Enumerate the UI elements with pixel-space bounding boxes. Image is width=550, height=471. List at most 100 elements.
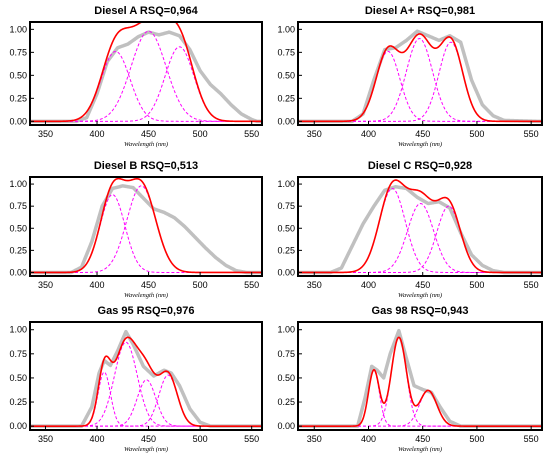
plot-frame (29, 176, 263, 277)
y-tick-label: 0.75 (9, 349, 27, 359)
x-tick-label: 550 (244, 280, 259, 290)
plot-area (30, 329, 262, 428)
plot-area (298, 179, 542, 275)
fit-curve (298, 33, 542, 123)
component-curve-2 (298, 336, 542, 427)
x-tick-label: 500 (193, 129, 208, 139)
panel-title: Diesel A RSQ=0,964 (94, 5, 198, 17)
plot-frame (29, 321, 263, 431)
y-tick-label: 0.00 (9, 116, 27, 126)
plot-frame (297, 321, 543, 431)
component-curve-1 (298, 50, 542, 122)
component-curve-3 (298, 41, 542, 122)
component-curve-3 (30, 379, 262, 427)
x-tick-label: 550 (524, 434, 539, 444)
y-tick-label: 0.75 (9, 201, 27, 211)
component-curve-3 (298, 389, 542, 427)
x-axis-title: Wavelength (nm) (398, 446, 442, 453)
x-tick-label: 550 (244, 434, 259, 444)
y-tick-label: 0.25 (277, 245, 295, 255)
x-tick-label: 350 (38, 129, 53, 139)
y-tick-label: 1.00 (9, 179, 27, 189)
x-tick-label: 350 (307, 280, 322, 290)
x-tick-label: 400 (361, 129, 376, 139)
component-curve-1 (30, 194, 262, 273)
x-tick-label: 450 (415, 129, 430, 139)
x-tick-label: 550 (244, 129, 259, 139)
x-tick-label: 500 (469, 129, 484, 139)
y-tick-label: 0.50 (9, 223, 27, 233)
plot-area (298, 328, 542, 428)
y-tick-label: 1.00 (9, 24, 27, 34)
component-curve-2 (298, 38, 542, 122)
x-tick-label: 450 (141, 280, 156, 290)
panel-6: 0.00 0.25 0.50 0.75 1.00 350 400 450 500 550 Wavel… (277, 305, 543, 453)
panel-title: Gas 98 RSQ=0,943 (372, 305, 469, 317)
component-curve-4 (30, 374, 262, 427)
x-tick-label: 400 (361, 280, 376, 290)
y-tick-label: 0.75 (277, 201, 295, 211)
component-curve-3 (30, 46, 262, 122)
panel-title: Diesel C RSQ=0,928 (368, 160, 472, 172)
plot-area (30, 177, 262, 275)
y-tick-label: 0.50 (277, 70, 295, 80)
y-tick-label: 0.75 (9, 47, 27, 57)
y-tick-label: 1.00 (277, 179, 295, 189)
y-tick-label: 1.00 (277, 24, 295, 34)
x-axis-title: Wavelength (nm) (124, 292, 168, 299)
component-curve-2 (30, 341, 262, 427)
plot-frame (297, 21, 543, 126)
x-tick-label: 400 (90, 129, 105, 139)
x-axis-title: Wavelength (nm) (124, 141, 168, 148)
y-tick-label: 0.50 (277, 373, 295, 383)
measured-curve (298, 184, 542, 275)
x-axis-title: Wavelength (nm) (398, 292, 442, 299)
y-tick-label: 1.00 (277, 325, 295, 335)
y-tick-label: 0.00 (277, 116, 295, 126)
x-tick-label: 350 (307, 434, 322, 444)
panel-4: 0.00 0.25 0.50 0.75 1.00 350 400 450 500 550 Wavel… (277, 160, 543, 299)
fit-curve (30, 177, 262, 274)
x-tick-label: 500 (193, 434, 208, 444)
x-tick-label: 550 (524, 129, 539, 139)
y-tick-label: 0.25 (277, 397, 295, 407)
measured-curve (298, 29, 542, 124)
x-tick-label: 450 (141, 434, 156, 444)
panel-3: 0.00 0.25 0.50 0.75 1.00 350 400 450 500 550 Wavel… (9, 160, 263, 299)
component-curve-1 (30, 371, 262, 427)
plot-frame (29, 21, 263, 126)
x-axis-title: Wavelength (nm) (398, 141, 442, 148)
x-tick-label: 350 (38, 434, 53, 444)
y-tick-label: 0.50 (277, 223, 295, 233)
x-tick-label: 500 (469, 280, 484, 290)
y-tick-label: 0.25 (277, 93, 295, 103)
fit-curve (30, 22, 262, 123)
y-tick-label: 0.75 (277, 47, 295, 57)
x-tick-label: 400 (90, 280, 105, 290)
measured-curve (30, 184, 262, 275)
x-tick-label: 500 (469, 434, 484, 444)
y-tick-label: 0.50 (9, 70, 27, 80)
x-tick-label: 450 (415, 434, 430, 444)
y-tick-label: 0.75 (277, 349, 295, 359)
panel-5: 0.00 0.25 0.50 0.75 1.00 350 400 450 500 550 Wavel… (9, 305, 263, 453)
measured-curve (298, 328, 542, 428)
x-tick-label: 350 (38, 280, 53, 290)
component-curve-1 (298, 369, 542, 427)
fit-curve (298, 179, 542, 274)
panel-title: Gas 95 RSQ=0,976 (98, 305, 195, 317)
plot-area (298, 29, 542, 124)
plot-frame (297, 176, 543, 277)
measured-curve (30, 329, 262, 428)
component-curve-2 (298, 203, 542, 273)
component-curve-1 (30, 50, 262, 122)
x-tick-label: 500 (193, 280, 208, 290)
panel-title: Diesel B RSQ=0,513 (94, 160, 198, 172)
y-tick-label: 0.00 (277, 421, 295, 431)
y-tick-label: 0.25 (9, 245, 27, 255)
y-tick-label: 0.00 (9, 421, 27, 431)
panel-2: 0.00 0.25 0.50 0.75 1.00 350 400 450 500 550 Wavel… (277, 5, 543, 148)
y-tick-label: 0.25 (9, 93, 27, 103)
